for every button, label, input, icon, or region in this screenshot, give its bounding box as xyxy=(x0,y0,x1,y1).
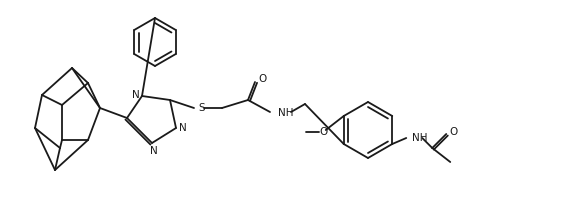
Text: N: N xyxy=(179,123,187,133)
Text: NH: NH xyxy=(278,108,294,118)
Text: O: O xyxy=(258,74,266,84)
Text: S: S xyxy=(198,103,205,113)
Text: O: O xyxy=(449,127,457,137)
Text: NH: NH xyxy=(412,133,428,143)
Text: O: O xyxy=(320,127,328,137)
Text: N: N xyxy=(132,90,140,100)
Text: N: N xyxy=(150,146,158,156)
